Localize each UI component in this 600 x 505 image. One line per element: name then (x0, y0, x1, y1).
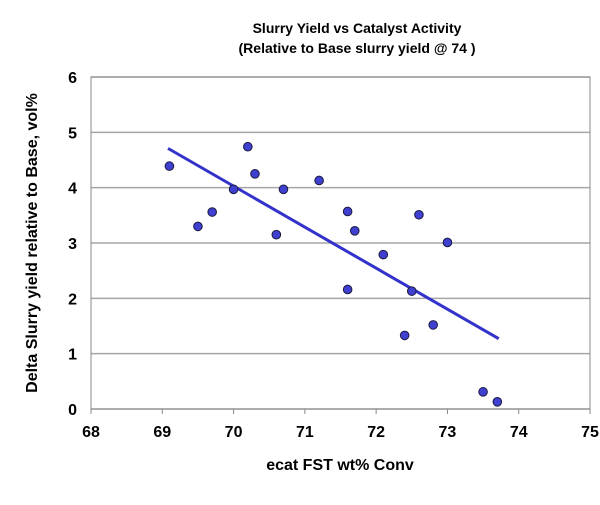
x-tick-label: 73 (439, 424, 457, 441)
y-tick-label: 5 (68, 125, 77, 142)
data-point (228, 184, 239, 195)
y-axis-label: Delta Slurry yield relative to Base, vol… (24, 93, 41, 393)
x-tick-label: 72 (367, 424, 385, 441)
data-point (193, 221, 203, 232)
data-point (492, 397, 503, 407)
x-tick-label: 70 (225, 424, 243, 441)
chart-subtitle: (Relative to Base slurry yield @ 74 ) (239, 40, 476, 56)
x-axis: 68 69 70 71 72 73 74 75 (82, 409, 599, 441)
x-tick-label: 75 (581, 424, 599, 441)
x-axis-label: ecat FST wt% Conv (266, 457, 414, 474)
data-points (164, 141, 503, 407)
data-point (342, 284, 353, 295)
x-tick-label: 74 (510, 424, 528, 441)
data-point (414, 209, 424, 220)
x-tick-label: 71 (296, 424, 314, 441)
data-point (342, 206, 353, 217)
y-axis: 0 1 2 3 4 5 6 (68, 70, 77, 419)
data-point (207, 207, 217, 217)
data-point (406, 286, 417, 296)
y-tick-label: 6 (68, 70, 77, 87)
data-point (164, 161, 175, 171)
data-point (349, 226, 360, 236)
x-tick-label: 69 (153, 424, 171, 441)
data-point (314, 175, 324, 186)
data-point (243, 141, 253, 152)
data-point (271, 229, 282, 240)
data-point (442, 237, 453, 248)
gridlines (91, 76, 590, 410)
data-point (378, 249, 389, 260)
y-tick-label: 2 (68, 291, 77, 308)
chart-title: Slurry Yield vs Catalyst Activity (253, 20, 462, 36)
y-tick-label: 1 (68, 347, 77, 364)
x-tick-label: 68 (82, 424, 100, 441)
y-tick-label: 3 (68, 236, 77, 253)
plot-area-border (90, 76, 591, 410)
data-point (428, 320, 438, 330)
y-tick-label: 4 (68, 181, 77, 198)
y-tick-label: 0 (68, 402, 77, 419)
trendline (167, 147, 500, 341)
data-point (278, 184, 289, 195)
data-point (399, 330, 410, 341)
data-point (250, 169, 260, 179)
data-point (478, 387, 488, 397)
